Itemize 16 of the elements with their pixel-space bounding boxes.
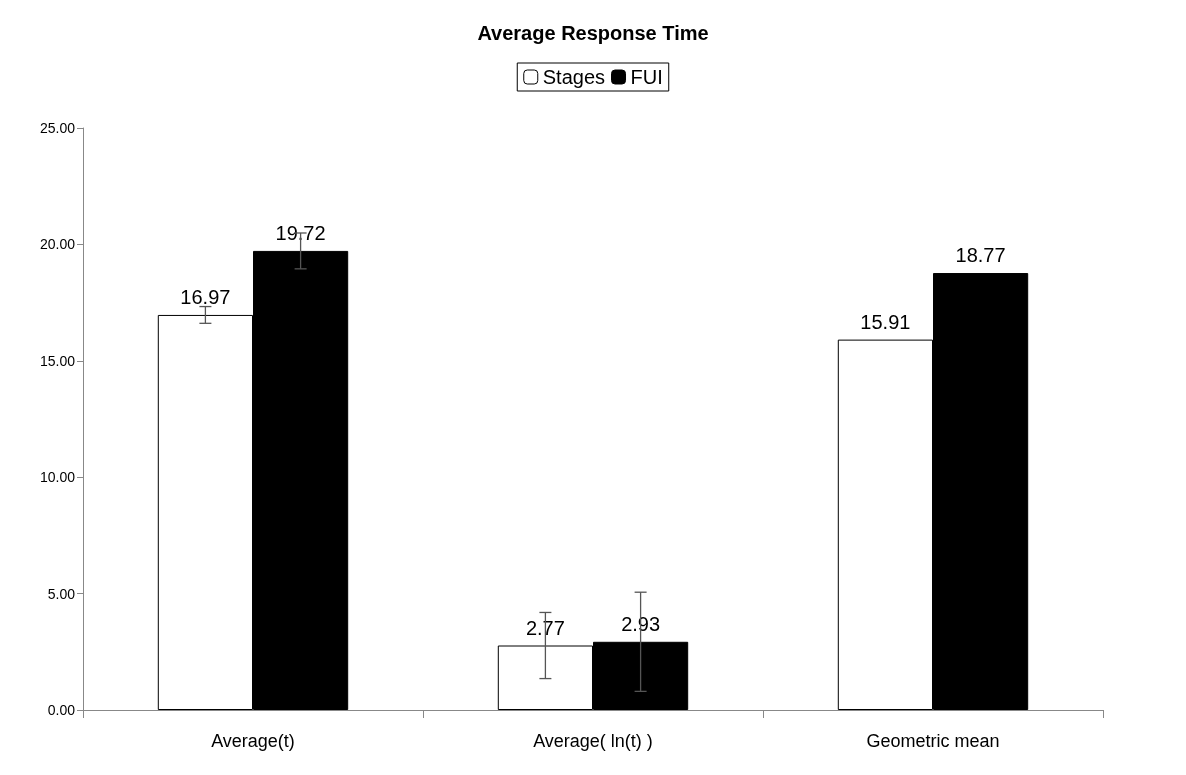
y-tick-label: 10.00 xyxy=(39,469,76,486)
data-label: 16.97 xyxy=(180,285,231,308)
x-tick-label: Geometric mean xyxy=(866,731,1000,751)
data-label: 15.91 xyxy=(860,310,911,333)
y-tick-label: 5.00 xyxy=(47,585,76,602)
y-tick-label: 20.00 xyxy=(39,236,76,253)
legend-label: FUI xyxy=(630,66,663,88)
data-label: 19.72 xyxy=(275,221,326,244)
legend-label: Stages xyxy=(542,66,606,88)
y-tick-label: 0.00 xyxy=(47,702,76,718)
x-tick-label: Average(t) xyxy=(211,731,295,751)
chart-title: Average Response Time xyxy=(477,22,709,44)
x-tick-label: Average( ln(t) ) xyxy=(533,731,653,751)
data-label: 18.77 xyxy=(955,244,1006,267)
y-tick-label: 15.00 xyxy=(39,352,76,369)
y-tick-label: 25.00 xyxy=(39,120,76,136)
